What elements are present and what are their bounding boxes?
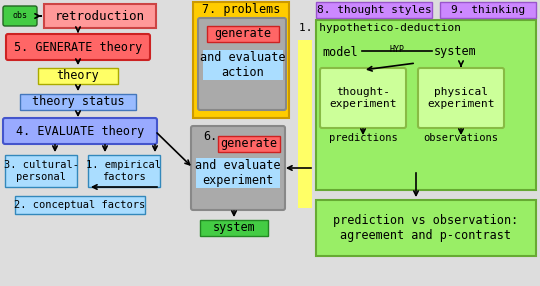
FancyBboxPatch shape xyxy=(418,68,504,128)
Text: and evaluate
experiment: and evaluate experiment xyxy=(195,159,281,187)
Text: physical
experiment: physical experiment xyxy=(427,87,495,109)
Text: 6.: 6. xyxy=(203,130,217,142)
FancyBboxPatch shape xyxy=(218,136,280,152)
FancyBboxPatch shape xyxy=(3,118,157,144)
Text: 2. conceptual factors: 2. conceptual factors xyxy=(15,200,146,210)
FancyBboxPatch shape xyxy=(15,196,145,214)
Text: 1. empirical
factors: 1. empirical factors xyxy=(86,160,161,182)
FancyBboxPatch shape xyxy=(198,18,286,110)
Text: prediction vs observation:
agreement and p-contrast: prediction vs observation: agreement and… xyxy=(333,214,518,242)
FancyBboxPatch shape xyxy=(316,20,536,190)
Text: 5. GENERATE theory: 5. GENERATE theory xyxy=(14,41,142,53)
Text: predictions: predictions xyxy=(329,133,397,143)
Text: 4. EVALUATE theory: 4. EVALUATE theory xyxy=(16,124,144,138)
FancyBboxPatch shape xyxy=(6,34,150,60)
FancyBboxPatch shape xyxy=(44,4,156,28)
FancyBboxPatch shape xyxy=(200,220,268,236)
Text: system: system xyxy=(434,45,476,59)
FancyBboxPatch shape xyxy=(193,2,289,118)
FancyBboxPatch shape xyxy=(440,2,536,18)
Text: theory status: theory status xyxy=(32,96,124,108)
Text: 3. cultural-
personal: 3. cultural- personal xyxy=(3,160,78,182)
Text: generate: generate xyxy=(220,138,278,150)
FancyBboxPatch shape xyxy=(20,94,136,110)
Text: thought-
experiment: thought- experiment xyxy=(329,87,397,109)
Text: HYP: HYP xyxy=(389,45,404,55)
FancyBboxPatch shape xyxy=(298,40,312,208)
Text: 9. thinking: 9. thinking xyxy=(451,5,525,15)
Text: 8. thought styles: 8. thought styles xyxy=(316,5,431,15)
Text: 1. hypothetico-deduction: 1. hypothetico-deduction xyxy=(299,23,461,33)
Text: model: model xyxy=(322,45,358,59)
FancyBboxPatch shape xyxy=(320,68,406,128)
Text: 7. problems: 7. problems xyxy=(202,3,280,17)
Text: system: system xyxy=(213,221,255,235)
FancyBboxPatch shape xyxy=(38,68,118,84)
Text: theory: theory xyxy=(57,69,99,82)
Text: and evaluate
action: and evaluate action xyxy=(200,51,286,79)
FancyBboxPatch shape xyxy=(316,2,432,18)
FancyBboxPatch shape xyxy=(207,26,279,42)
FancyBboxPatch shape xyxy=(316,200,536,256)
FancyBboxPatch shape xyxy=(3,6,37,26)
FancyBboxPatch shape xyxy=(191,126,285,210)
FancyBboxPatch shape xyxy=(5,155,77,187)
FancyBboxPatch shape xyxy=(196,158,280,188)
FancyBboxPatch shape xyxy=(203,50,283,80)
Text: retroduction: retroduction xyxy=(55,9,145,23)
Text: generate: generate xyxy=(214,27,272,41)
Text: obs: obs xyxy=(12,11,28,21)
FancyBboxPatch shape xyxy=(88,155,160,187)
Text: observations: observations xyxy=(423,133,498,143)
